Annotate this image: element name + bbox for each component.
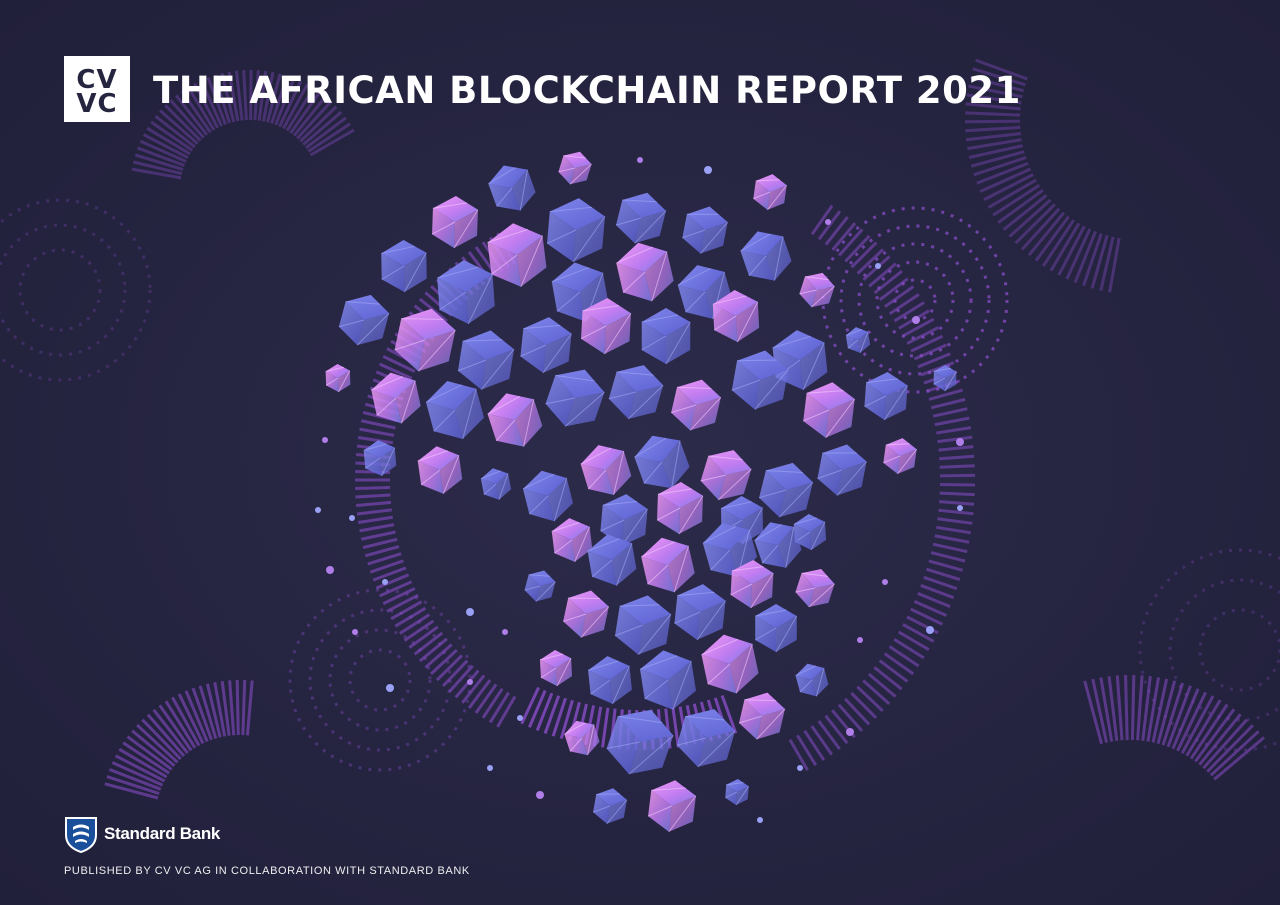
cube <box>487 393 543 447</box>
cvvc-logo-line-1: CV <box>76 65 118 95</box>
cube <box>677 265 733 320</box>
cube <box>795 568 835 608</box>
cube <box>799 272 835 308</box>
dotted-rings <box>821 206 1009 394</box>
cube <box>480 468 512 500</box>
cube <box>614 595 672 655</box>
cvvc-logo-line-2: VC <box>76 89 118 119</box>
cube <box>457 330 515 390</box>
cube <box>730 560 774 609</box>
cube <box>682 206 729 254</box>
cube <box>487 223 547 287</box>
cube <box>712 290 760 343</box>
cube <box>381 240 427 293</box>
cube <box>731 350 789 410</box>
cube <box>725 779 750 806</box>
cube <box>639 650 697 710</box>
cube <box>431 196 479 249</box>
cube <box>647 780 697 833</box>
cube <box>817 444 867 496</box>
cube <box>615 192 667 244</box>
cube <box>641 308 691 365</box>
cube <box>702 523 758 578</box>
background-pattern <box>0 58 1280 823</box>
stripe-fan <box>131 69 355 180</box>
cube <box>524 570 556 602</box>
cube <box>753 174 788 211</box>
cube <box>522 470 573 522</box>
standard-bank-logo: Standard Bank <box>64 814 220 854</box>
cube <box>754 522 802 568</box>
dotted-rings <box>1138 548 1280 752</box>
standard-bank-name: Standard Bank <box>104 824 221 843</box>
cube <box>551 518 593 563</box>
cube <box>539 650 573 687</box>
cube <box>676 709 736 768</box>
cube <box>363 440 397 477</box>
report-title: THE AFRICAN BLOCKCHAIN REPORT 2021 <box>153 69 1021 112</box>
cube <box>670 379 722 431</box>
cube <box>558 151 592 185</box>
cube <box>394 308 456 372</box>
cube <box>701 634 759 694</box>
cube <box>606 709 674 775</box>
shield-icon <box>65 817 97 853</box>
cube <box>425 381 484 440</box>
dotted-rings <box>0 198 152 382</box>
cube <box>616 242 674 302</box>
cube <box>417 446 463 494</box>
cube <box>700 450 752 501</box>
cube <box>546 198 606 263</box>
cube <box>587 534 637 586</box>
cube <box>437 260 495 325</box>
stripe-fan <box>964 58 1121 293</box>
cube <box>488 165 536 211</box>
cube <box>758 462 814 518</box>
cube <box>933 365 957 392</box>
cube <box>545 369 605 427</box>
cube <box>520 317 572 374</box>
cube <box>580 298 632 355</box>
cube <box>608 365 664 420</box>
cube <box>580 445 632 495</box>
cube <box>883 438 918 475</box>
cube <box>371 372 421 424</box>
particle-dots <box>315 157 964 823</box>
cube <box>563 590 610 638</box>
cube <box>803 382 856 439</box>
cvvc-logo: CV VC <box>64 56 130 122</box>
cube <box>600 494 648 547</box>
cube <box>754 604 798 653</box>
stripe-fan <box>104 679 254 800</box>
cube <box>338 294 390 346</box>
cube <box>740 231 792 281</box>
cube <box>864 372 908 421</box>
africa-cube-map <box>325 151 957 833</box>
cube <box>656 482 704 535</box>
publisher-line: PUBLISHED BY CV VC AG IN COLLABORATION W… <box>64 865 470 877</box>
cube <box>845 327 871 354</box>
cube <box>738 692 786 740</box>
stripe-fan <box>1083 675 1266 781</box>
cube <box>325 364 351 393</box>
cube <box>587 656 632 705</box>
cube <box>592 788 628 825</box>
cube <box>795 663 829 697</box>
cube <box>674 584 726 641</box>
dotted-rings <box>288 588 472 772</box>
cube <box>634 435 690 489</box>
cube <box>641 537 695 593</box>
cube <box>564 720 600 756</box>
